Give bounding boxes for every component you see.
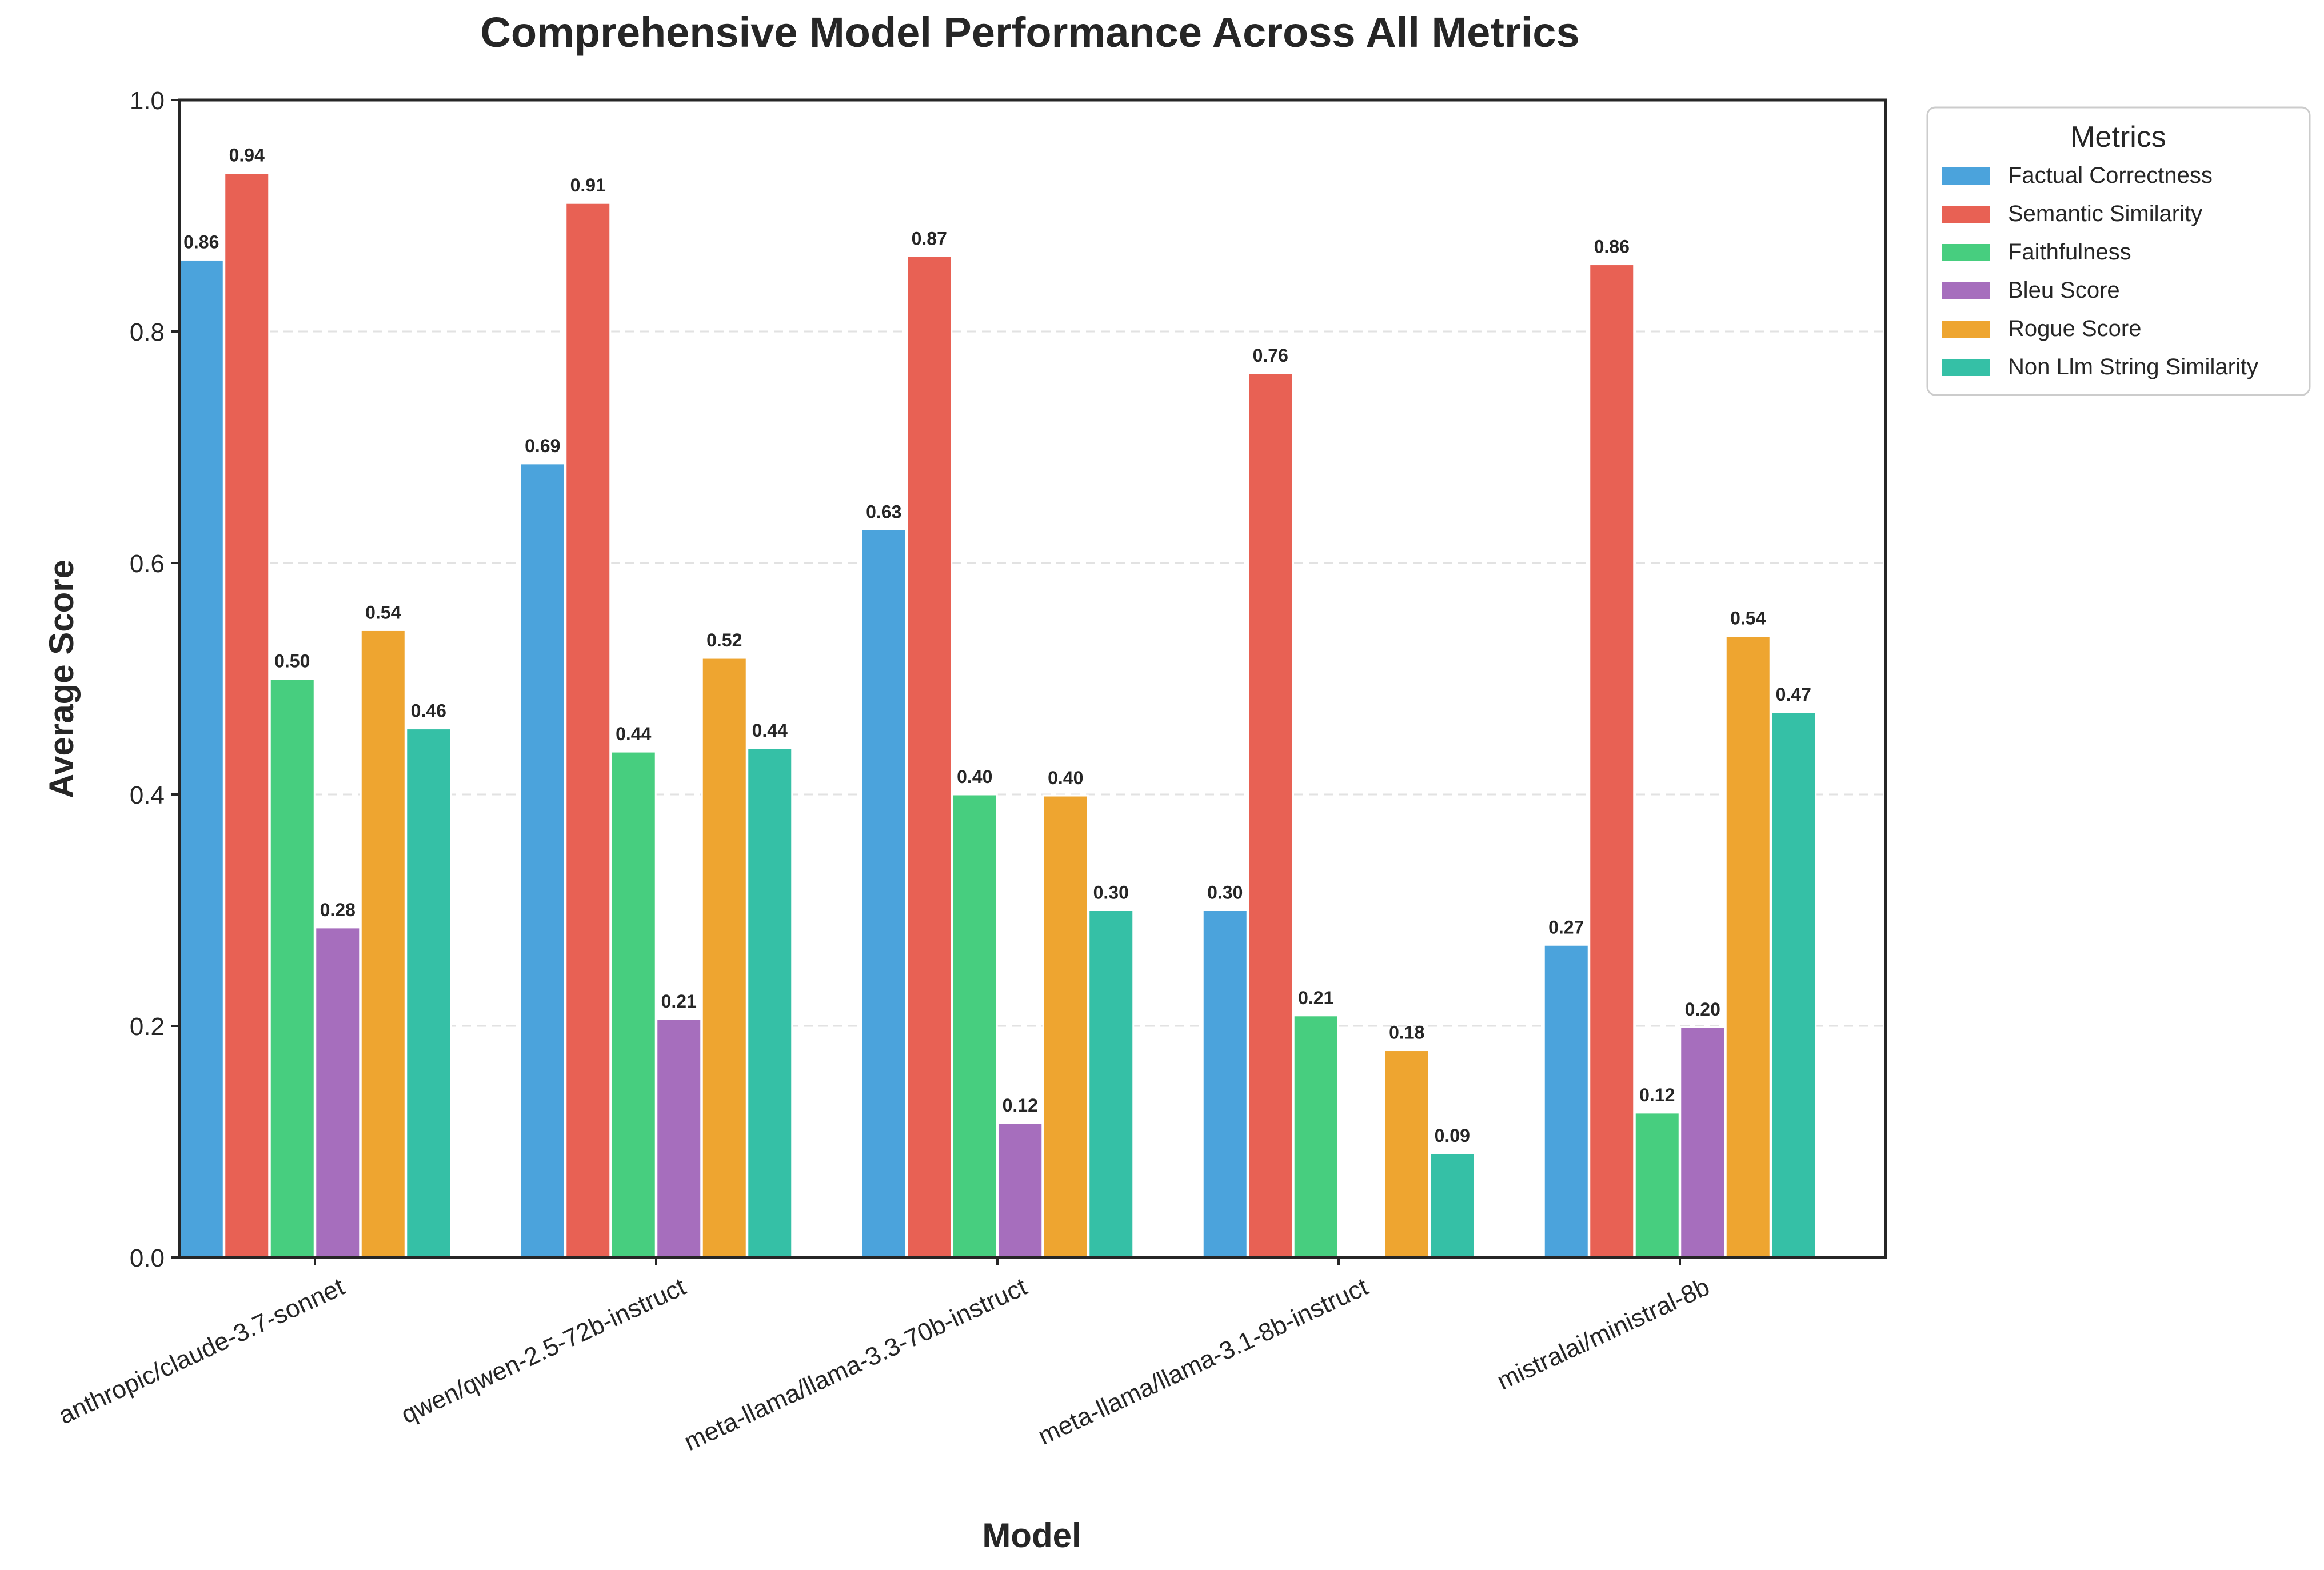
- y-tick-label: 0.0: [130, 1244, 165, 1272]
- plot-frame: [178, 98, 1887, 1259]
- bar: [1679, 1026, 1726, 1259]
- bar: [269, 678, 316, 1259]
- bar: [223, 172, 270, 1259]
- bar: [997, 1122, 1044, 1259]
- bar-value-label: 0.94: [229, 145, 265, 166]
- bar-value-label: 0.76: [1253, 345, 1288, 366]
- bar: [314, 926, 361, 1259]
- legend-swatch: [1942, 167, 1990, 185]
- legend-title: Metrics: [2070, 121, 2166, 154]
- bar: [701, 657, 748, 1259]
- legend-label: Bleu Score: [2008, 278, 2120, 303]
- bar: [1292, 1014, 1339, 1259]
- bar: [1088, 909, 1135, 1259]
- y-tick-label: 0.2: [130, 1013, 165, 1041]
- bar: [1383, 1049, 1430, 1259]
- legend-label: Non Llm String Similarity: [2008, 354, 2258, 379]
- y-tick-label: 0.4: [130, 781, 165, 809]
- legend-label: Faithfulness: [2008, 239, 2131, 265]
- bar-value-label: 0.63: [866, 501, 901, 522]
- bar: [1634, 1112, 1680, 1259]
- bar-value-label: 0.30: [1207, 882, 1243, 903]
- bar-value-label: 0.50: [274, 651, 310, 672]
- bar: [610, 750, 657, 1259]
- bar-value-label: 0.40: [1048, 768, 1083, 788]
- legend-swatch: [1942, 206, 1990, 223]
- legend: Metrics Factual Correctness Semantic Simi…: [1926, 106, 2311, 396]
- bar-value-label: 0.28: [320, 900, 356, 920]
- legend-items: Factual Correctness Semantic Similarity Fa…: [1942, 163, 2258, 379]
- bar-value-label: 0.46: [411, 701, 446, 721]
- legend-swatch: [1942, 282, 1990, 299]
- legend-label: Factual Correctness: [2008, 163, 2213, 188]
- y-axis-ticks: 0.0 0.2 0.4 0.6 0.8 1.0: [130, 87, 179, 1272]
- bar-value-label: 0.18: [1389, 1022, 1424, 1043]
- bar: [519, 462, 566, 1259]
- legend-label: Rogue Score: [2008, 316, 2141, 341]
- y-tick-label: 0.8: [130, 318, 165, 346]
- bar: [1247, 372, 1294, 1259]
- bar: [1429, 1152, 1476, 1259]
- bar-value-label: 0.44: [752, 720, 788, 741]
- bar: [746, 747, 793, 1259]
- bar: [178, 258, 225, 1259]
- bar-value-label: 0.40: [957, 766, 992, 787]
- bar: [565, 202, 612, 1259]
- gridlines: [179, 330, 1886, 1027]
- bar: [1543, 944, 1590, 1259]
- bar-value-label: 0.44: [616, 724, 651, 744]
- bar: [1588, 263, 1635, 1259]
- bar: [906, 255, 953, 1259]
- bar-value-label: 0.47: [1776, 684, 1811, 705]
- legend-swatch: [1942, 321, 1990, 338]
- bar-value-label: 0.91: [570, 175, 606, 195]
- bar-value-label: 0.21: [661, 991, 697, 1012]
- legend-swatch: [1942, 359, 1990, 376]
- bar-value-label: 0.54: [365, 602, 401, 622]
- bar: [1770, 711, 1817, 1259]
- legend-label: Semantic Similarity: [2008, 201, 2202, 226]
- bars: [178, 172, 1817, 1259]
- y-axis-label: Average Score: [42, 560, 81, 798]
- bar-value-label: 0.30: [1093, 882, 1129, 903]
- value-labels: 0.86 0.94 0.50 0.28 0.54 0.46 0.69 0.91 0.44 0.21…: [183, 145, 1811, 1146]
- bar: [951, 793, 998, 1259]
- bar: [1042, 794, 1089, 1259]
- bar-value-label: 0.12: [1003, 1095, 1038, 1116]
- y-tick-label: 1.0: [130, 87, 165, 115]
- bar-value-label: 0.86: [1594, 237, 1630, 257]
- bar-value-label: 0.69: [525, 436, 560, 456]
- bar-value-label: 0.87: [912, 228, 947, 249]
- bar-value-label: 0.21: [1298, 988, 1333, 1008]
- chart-title: Comprehensive Model Performance Across A…: [480, 9, 1579, 56]
- bar-value-label: 0.20: [1685, 999, 1720, 1020]
- bar: [1724, 635, 1771, 1259]
- y-tick-label: 0.6: [130, 550, 165, 578]
- bar: [860, 528, 907, 1259]
- x-axis-label: Model: [982, 1516, 1081, 1555]
- bar-value-label: 0.86: [183, 231, 219, 252]
- bar-value-label: 0.12: [1639, 1085, 1675, 1105]
- bar: [656, 1018, 702, 1259]
- legend-frame: [1926, 106, 2311, 396]
- bar: [405, 728, 452, 1259]
- bar-value-label: 0.09: [1435, 1125, 1470, 1146]
- bar: [1201, 909, 1248, 1259]
- bar: [360, 629, 406, 1259]
- bar-value-label: 0.54: [1730, 608, 1766, 629]
- bar-value-label: 0.27: [1548, 917, 1584, 937]
- legend-swatch: [1942, 244, 1990, 261]
- bar-value-label: 0.52: [706, 630, 742, 650]
